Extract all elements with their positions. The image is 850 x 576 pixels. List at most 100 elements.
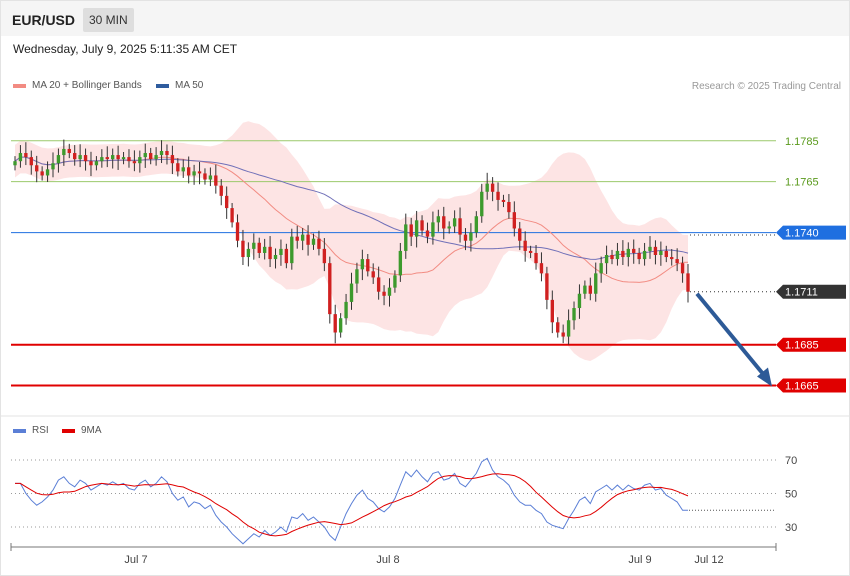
- candle-body: [121, 157, 126, 160]
- level-tag-1.1711: [776, 284, 846, 299]
- candle-body: [219, 185, 223, 196]
- candle-body: [626, 248, 630, 258]
- candle-body: [447, 226, 451, 229]
- candle-body: [197, 171, 202, 174]
- candle-body: [393, 275, 397, 288]
- level-tag-1.1665: [776, 378, 846, 393]
- candle-body: [208, 175, 213, 180]
- candle-body: [56, 155, 61, 164]
- candle-body: [181, 167, 185, 172]
- legend-ma50: MA 50: [156, 80, 203, 91]
- candle-body: [680, 263, 685, 274]
- candle-body: [398, 250, 403, 276]
- candle-body: [241, 240, 245, 258]
- chart-datetime: Wednesday, July 9, 2025 5:11:35 AM CET: [13, 42, 238, 56]
- forecast-arrow-shaft: [695, 292, 768, 379]
- candle-body: [328, 263, 332, 315]
- candle-body: [686, 273, 690, 292]
- candle-body: [132, 161, 137, 164]
- candle-body: [235, 222, 240, 241]
- candle-body: [24, 153, 28, 158]
- candle-body: [561, 332, 565, 337]
- candle-body: [469, 232, 473, 241]
- candle-body: [594, 273, 598, 294]
- candle-body: [268, 246, 272, 260]
- candle-body: [599, 263, 603, 274]
- legend-rsi-label: RSI: [32, 425, 49, 436]
- candle-body: [528, 250, 533, 253]
- timeframe-selector[interactable]: 30 MIN: [83, 8, 134, 32]
- candle-body: [425, 230, 430, 237]
- candle-body: [203, 173, 207, 180]
- candle-body: [51, 163, 55, 170]
- candle-body: [230, 208, 234, 223]
- candle-body: [610, 255, 614, 260]
- candle-body: [485, 183, 489, 192]
- candle-body: [382, 291, 386, 296]
- candle-body: [333, 314, 337, 333]
- candle-body: [420, 220, 424, 231]
- instrument-title: EUR/USD: [12, 12, 76, 28]
- candle-body: [632, 248, 636, 253]
- candle-body: [371, 271, 375, 278]
- legend-rsi: RSI: [13, 425, 49, 436]
- candle-body: [290, 236, 294, 264]
- candle-body: [214, 175, 218, 186]
- candle-body: [501, 199, 506, 202]
- candle-body: [474, 216, 479, 233]
- candle-body: [452, 218, 457, 227]
- candle-body: [45, 169, 50, 176]
- candle-body: [252, 242, 256, 249]
- candle-body: [675, 259, 679, 264]
- candle-body: [138, 157, 142, 164]
- rsi-swatch: [13, 428, 26, 433]
- candle-body: [615, 250, 620, 260]
- candle-body: [409, 224, 413, 237]
- level-tag-1.1740: [776, 225, 846, 240]
- candle-body: [387, 287, 392, 296]
- candle-body: [127, 157, 131, 162]
- candle-body: [284, 248, 289, 264]
- level-label-1.1785: 1.1785: [785, 136, 819, 148]
- candle-body: [653, 246, 658, 255]
- candle-body: [176, 163, 180, 172]
- candle-body: [621, 250, 625, 258]
- candle-body: [431, 222, 435, 237]
- candle-body: [414, 220, 419, 237]
- candle-body: [577, 293, 582, 309]
- candle-body: [300, 234, 305, 241]
- candle-body: [78, 155, 82, 160]
- candle-body: [648, 246, 652, 251]
- candle-body: [94, 161, 99, 166]
- candle-body: [186, 167, 191, 176]
- candle-body: [279, 248, 283, 255]
- candle-body: [664, 250, 668, 258]
- candle-body: [317, 238, 321, 249]
- x-tick-label: Jul 12: [694, 554, 723, 566]
- ma9-swatch: [62, 428, 75, 433]
- candle-body: [154, 155, 158, 160]
- candle-body: [436, 216, 441, 223]
- candle-body: [518, 228, 522, 241]
- candle-body: [480, 191, 484, 217]
- candle-body: [165, 150, 169, 156]
- candle-body: [659, 250, 663, 255]
- candle-body: [545, 273, 549, 300]
- candle-body: [642, 250, 647, 260]
- candle-body: [442, 216, 446, 229]
- ma50-line: [14, 156, 689, 260]
- candle-body: [572, 308, 576, 321]
- candle-body: [29, 157, 33, 166]
- level-label-1.1711: 1.1711: [785, 287, 818, 299]
- candle-body: [366, 259, 370, 272]
- candle-body: [35, 165, 39, 172]
- candle-body: [458, 218, 462, 235]
- candle-body: [404, 224, 408, 251]
- candle-body: [670, 257, 674, 260]
- level-label-1.1665: 1.1665: [785, 381, 819, 393]
- candle-body: [295, 236, 299, 241]
- rsi-line: [15, 457, 688, 545]
- candle-body: [246, 248, 251, 258]
- rsi-axis-label-70: 70: [785, 455, 797, 467]
